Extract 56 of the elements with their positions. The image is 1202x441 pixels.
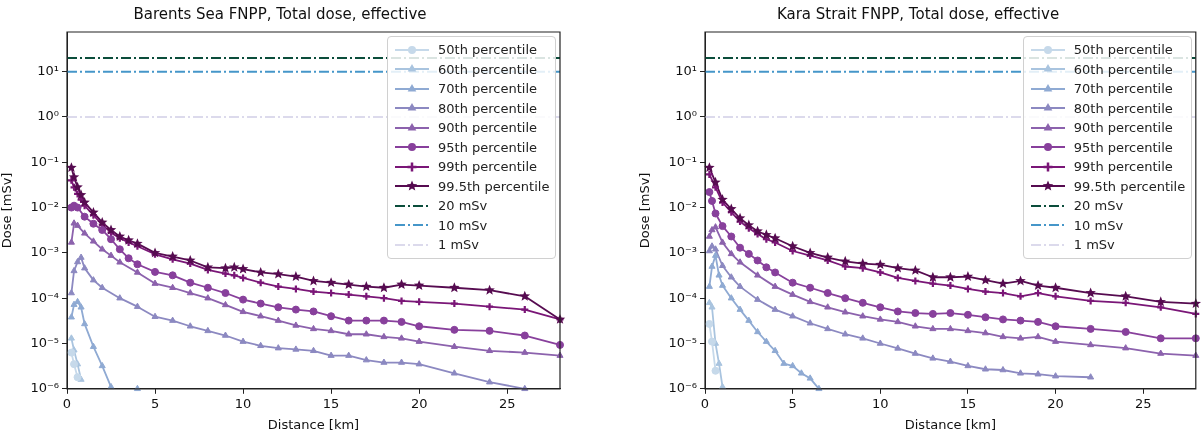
y-tick-label: 10⁻¹ — [668, 153, 697, 169]
chart-title: Barents Sea FNPP, Total dose, effective — [133, 4, 427, 23]
legend-label: 10 mSv — [438, 217, 488, 233]
y-tick-label: 10⁰ — [675, 108, 697, 124]
y-tick-label: 10⁻¹ — [30, 153, 59, 169]
x-tick-label: 25 — [498, 395, 516, 411]
x-tick-label: 5 — [788, 395, 797, 411]
y-tick-label: 10⁻³ — [30, 244, 59, 260]
legend-label: 60th percentile — [1073, 61, 1173, 77]
x-tick-label: 25 — [1134, 395, 1152, 411]
y-tick-label: 10¹ — [37, 63, 59, 79]
y-tick-label: 10⁻⁵ — [668, 334, 697, 350]
legend-label: 10 mSv — [1073, 217, 1124, 233]
y-tick-label: 10⁻⁴ — [668, 289, 697, 305]
y-tick-label: 10⁻³ — [668, 244, 697, 260]
y-tick-label: 10⁰ — [37, 108, 59, 124]
y-tick-label: 10⁻⁵ — [30, 334, 59, 350]
legend-label: 20 mSv — [438, 198, 488, 214]
legend-label: 99.5th percentile — [1073, 178, 1186, 194]
x-tick-label: 15 — [322, 395, 340, 411]
y-tick-label: 10⁻⁴ — [30, 289, 59, 305]
legend-label: 60th percentile — [438, 61, 538, 77]
y-axis-title: Dose [mSv] — [637, 172, 653, 249]
legend-label: 80th percentile — [438, 100, 538, 116]
legend-label: 90th percentile — [438, 120, 538, 136]
legend-label: 99th percentile — [438, 159, 538, 175]
x-tick-label: 15 — [959, 395, 977, 411]
legend-label: 95th percentile — [1073, 139, 1173, 155]
y-tick-label: 10⁻² — [30, 198, 59, 214]
x-tick-label: 0 — [62, 395, 72, 411]
legend-label: 95th percentile — [438, 139, 538, 155]
x-tick-label: 10 — [872, 395, 889, 411]
legend-label: 70th percentile — [1073, 81, 1173, 97]
y-axis-title: Dose [mSv] — [0, 172, 15, 249]
legend-label: 80th percentile — [1073, 100, 1173, 116]
y-tick-label: 10¹ — [675, 63, 697, 79]
x-axis-title: Distance [km] — [904, 416, 997, 432]
x-tick-label: 20 — [410, 395, 428, 411]
legend-label: 1 mSv — [438, 237, 480, 253]
legend-label: 99th percentile — [1073, 159, 1173, 175]
y-tick-label: 10⁻⁶ — [30, 380, 59, 396]
legend-label: 70th percentile — [438, 81, 538, 97]
x-tick-label: 10 — [234, 395, 252, 411]
y-tick-label: 10⁻² — [668, 198, 697, 214]
legend-label: 90th percentile — [1073, 120, 1173, 136]
legend-label: 20 mSv — [1073, 198, 1124, 214]
legend-label: 99.5th percentile — [438, 178, 550, 194]
y-tick-label: 10⁻⁶ — [668, 380, 697, 396]
legend-label: 1 mSv — [1073, 237, 1115, 253]
x-tick-label: 20 — [1047, 395, 1064, 411]
x-tick-label: 0 — [700, 395, 710, 411]
x-axis-title: Distance [km] — [267, 416, 360, 432]
legend-label: 50th percentile — [1073, 42, 1173, 58]
x-tick-label: 5 — [150, 395, 160, 411]
chart-title: Kara Strait FNPP, Total dose, effective — [776, 4, 1060, 23]
legend-label: 50th percentile — [438, 42, 538, 58]
